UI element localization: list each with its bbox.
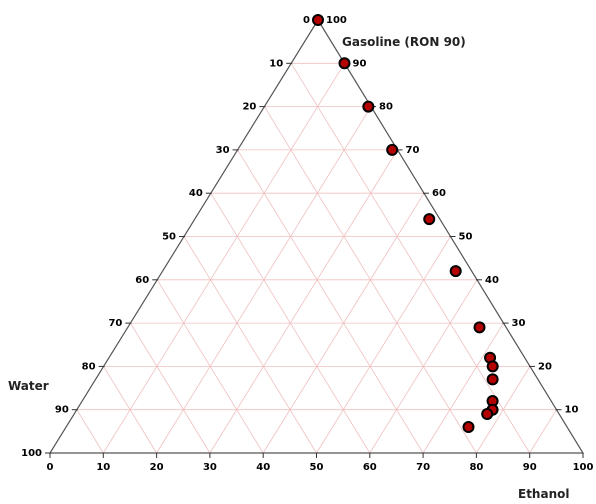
left-tick-label: 100	[21, 448, 42, 459]
bottom-tick-label: 50	[310, 462, 324, 473]
data-point	[362, 100, 375, 113]
bottom-tick-label: 0	[47, 462, 54, 473]
data-points	[312, 14, 499, 434]
right-tick-label: 90	[353, 58, 367, 69]
grid-line-water	[237, 149, 424, 454]
left-tick-label: 30	[216, 145, 230, 156]
left-tick-label: 10	[269, 58, 283, 69]
data-point	[486, 360, 499, 373]
data-point	[462, 421, 475, 434]
right-tick-label: 60	[432, 188, 446, 199]
grid-line-water	[290, 63, 531, 454]
grid-line-ethanol	[102, 63, 345, 454]
bottom-tick-label: 60	[363, 462, 377, 473]
data-point	[386, 143, 399, 156]
bottom-tick-label: 20	[150, 462, 164, 473]
left-tick-label: 60	[135, 275, 149, 286]
grid-line-ethanol	[209, 149, 398, 454]
data-point	[423, 213, 436, 226]
data-point	[486, 373, 499, 386]
data-point	[473, 321, 486, 334]
vertex-label-water: Water	[8, 379, 49, 393]
vertex-label-gasoline: Gasoline (RON 90)	[342, 35, 466, 49]
right-tick-label: 70	[406, 145, 420, 156]
right-tick-label: 10	[565, 405, 579, 416]
grid-line-water	[76, 409, 104, 454]
grid-line-ethanol	[529, 409, 557, 454]
data-point	[481, 408, 494, 421]
bottom-tick-label: 70	[416, 462, 430, 473]
bottom-tick-label: 80	[469, 462, 483, 473]
bottom-tick-label: 40	[256, 462, 270, 473]
bottom-tick-label: 30	[203, 462, 217, 473]
grid-line-water	[130, 322, 211, 454]
right-tick-label: 30	[512, 318, 526, 329]
grid-line-ethanol	[476, 366, 531, 454]
left-tick-label: 80	[82, 361, 96, 372]
right-tick-label: 20	[538, 361, 552, 372]
left-tick-label: 20	[242, 102, 256, 113]
left-tick-label: 90	[55, 405, 69, 416]
data-point	[338, 57, 351, 70]
bottom-tick-label: 100	[573, 462, 594, 473]
left-tick-label: 40	[189, 188, 203, 199]
right-tick-label: 40	[485, 275, 499, 286]
grid-line-ethanol	[422, 322, 504, 454]
bottom-tick-label: 90	[523, 462, 537, 473]
bottom-tick-label: 10	[96, 462, 110, 473]
grid-line-ethanol	[316, 236, 451, 454]
grid-lines	[76, 62, 557, 454]
left-tick-label: 0	[303, 15, 310, 26]
right-tick-label: 50	[459, 232, 473, 243]
right-tick-label: 100	[326, 15, 347, 26]
axis-ticks: 0102030405060708090100100908070605040302…	[21, 15, 593, 473]
right-tick-label: 80	[379, 102, 393, 113]
grid-line-water	[183, 236, 317, 454]
left-tick-label: 70	[108, 318, 122, 329]
grid-line-water	[156, 279, 264, 454]
data-point	[312, 14, 324, 26]
left-tick-label: 50	[162, 232, 176, 243]
data-point	[449, 265, 462, 278]
grid-line-water	[103, 366, 157, 454]
grid-line-ethanol	[369, 279, 478, 454]
vertex-label-ethanol: Ethanol	[518, 487, 569, 501]
